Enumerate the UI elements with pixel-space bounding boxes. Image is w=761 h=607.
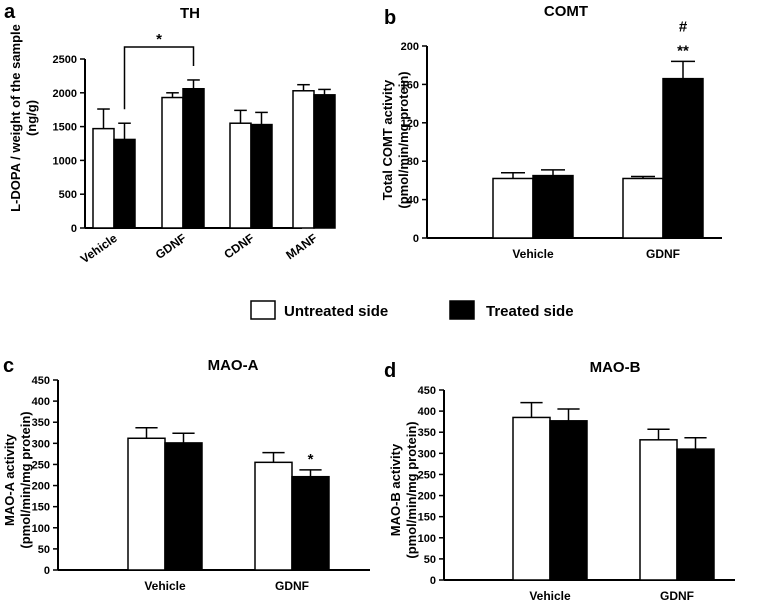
y-axis-label-b-line1: Total COMT activity <box>380 79 395 200</box>
y-tick-label-c: 200 <box>32 481 50 493</box>
y-tick-label-d: 100 <box>418 533 436 545</box>
bar-a-manf-treated <box>313 94 336 229</box>
x-tick-label-d: Vehicle <box>529 589 571 603</box>
chart-title-mao-a: MAO-A <box>208 357 259 374</box>
y-axis-label-d-line2: (pmol/min/mg protein) <box>404 421 419 558</box>
significance-marker-b: # <box>679 18 688 35</box>
bar-b-vehicle-treated <box>532 174 574 239</box>
y-axis-label-d-line1: MAO-B activity <box>388 443 403 536</box>
y-tick-label-b: 200 <box>401 41 419 53</box>
significance-marker-c: * <box>308 451 314 468</box>
y-tick-label-b: 80 <box>407 156 419 168</box>
y-tick-label-c: 350 <box>32 417 50 429</box>
significance-bracket-a <box>123 46 195 110</box>
x-tick-label-b: GDNF <box>646 247 680 261</box>
bar-a-gdnf-treated <box>182 87 205 229</box>
y-tick-label-c: 100 <box>32 523 50 535</box>
x-tick-label-a: Vehicle <box>78 231 120 266</box>
legend: Untreated side Treated side <box>250 300 574 320</box>
y-tick-label-c: 400 <box>32 396 50 408</box>
bar-d-gdnf-treated <box>676 448 715 581</box>
y-axis-label-b-line2: (pmol/min/mg protein) <box>396 71 411 208</box>
chart-title-mao-b: MAO-B <box>590 359 641 376</box>
y-tick-label-a: 1000 <box>53 155 77 167</box>
legend-swatch-untreated <box>250 300 276 320</box>
legend-label-untreated: Untreated side <box>284 303 388 320</box>
y-tick-label-c: 450 <box>32 375 50 387</box>
x-tick-label-d: GDNF <box>660 589 694 603</box>
bar-c-gdnf-untreated <box>254 461 293 571</box>
bar-a-manf-untreated <box>292 90 315 229</box>
y-tick-label-a: 0 <box>71 223 77 235</box>
bar-a-cdnf-untreated <box>229 122 252 229</box>
bar-a-gdnf-untreated <box>161 96 184 229</box>
x-tick-label-a: MANF <box>283 231 319 262</box>
bar-a-cdnf-treated <box>250 123 273 229</box>
y-tick-label-d: 400 <box>418 406 436 418</box>
bar-c-vehicle-untreated <box>127 437 166 571</box>
legend-swatch-treated <box>449 300 475 320</box>
x-tick-label-a: CDNF <box>221 231 256 262</box>
y-axis-label-c-line2: (pmol/min/mg protein) <box>18 411 33 548</box>
y-tick-label-c: 150 <box>32 502 50 514</box>
bar-a-vehicle-treated <box>113 138 136 229</box>
y-tick-label-d: 50 <box>424 554 436 566</box>
y-tick-label-d: 350 <box>418 427 436 439</box>
chart-title-th: TH <box>180 5 200 22</box>
y-tick-label-b: 160 <box>401 79 419 91</box>
x-tick-label-c: Vehicle <box>144 579 186 593</box>
panel-letter-a: a <box>4 1 16 23</box>
significance-marker-a: * <box>156 31 162 48</box>
y-tick-label-c: 0 <box>44 565 50 577</box>
y-tick-label-a: 2500 <box>53 54 77 66</box>
bar-d-gdnf-untreated <box>639 439 678 581</box>
bar-d-vehicle-treated <box>549 420 588 581</box>
y-tick-label-d: 150 <box>418 512 436 524</box>
y-axis-label-a-line1: L-DOPA / weight of the sample <box>8 24 23 212</box>
y-axis-label-c-line1: MAO-A activity <box>2 433 17 526</box>
y-tick-label-d: 450 <box>418 385 436 397</box>
y-axis-label-a-line2: (ng/g) <box>24 100 39 136</box>
bar-d-vehicle-untreated <box>512 416 551 581</box>
significance-marker-b: ** <box>677 42 689 59</box>
y-tick-label-c: 300 <box>32 438 50 450</box>
x-tick-label-b: Vehicle <box>512 247 554 261</box>
bar-b-vehicle-untreated <box>492 177 534 239</box>
y-tick-label-b: 120 <box>401 118 419 130</box>
x-tick-label-c: GDNF <box>275 579 309 593</box>
y-tick-label-b: 40 <box>407 195 419 207</box>
y-tick-label-d: 300 <box>418 448 436 460</box>
y-tick-label-a: 2000 <box>53 88 77 100</box>
y-tick-label-a: 500 <box>59 189 77 201</box>
bar-a-vehicle-untreated <box>92 127 115 229</box>
panel-letter-c: c <box>3 355 14 377</box>
bar-c-vehicle-treated <box>164 442 203 571</box>
y-tick-label-b: 0 <box>413 233 419 245</box>
chart-title-comt: COMT <box>544 3 588 20</box>
bar-b-gdnf-untreated <box>622 177 664 239</box>
y-tick-label-d: 250 <box>418 469 436 481</box>
y-tick-label-d: 200 <box>418 491 436 503</box>
y-tick-label-a: 1500 <box>53 122 77 134</box>
bar-c-gdnf-treated <box>291 475 330 571</box>
panel-letter-d: d <box>384 360 396 382</box>
y-tick-label-c: 50 <box>38 544 50 556</box>
panel-letter-b: b <box>384 7 396 29</box>
y-tick-label-d: 0 <box>430 575 436 587</box>
bar-b-gdnf-treated <box>662 77 704 239</box>
x-tick-label-a: GDNF <box>153 231 189 262</box>
y-tick-label-c: 250 <box>32 459 50 471</box>
legend-label-treated: Treated side <box>486 303 574 320</box>
